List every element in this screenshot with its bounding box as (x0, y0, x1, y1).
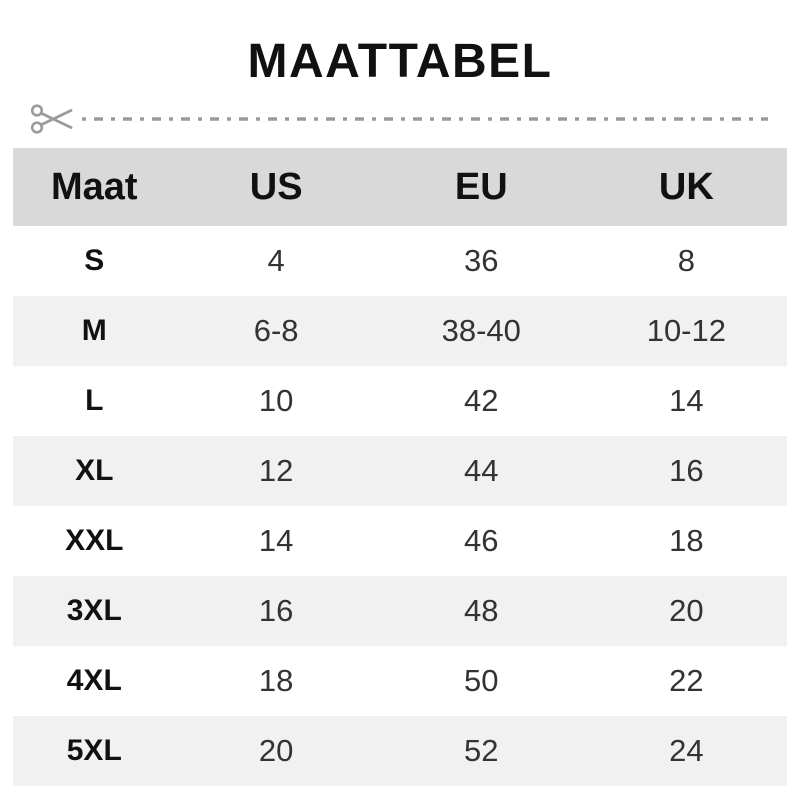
uk-value: 10-12 (646, 313, 726, 348)
uk-value: 8 (677, 243, 695, 278)
table-row-xxl: XXL 14 46 18 (13, 506, 787, 576)
table-row-m: M 6-8 38-40 10-12 (13, 296, 787, 366)
header-cell-eu: EU (454, 165, 508, 208)
size-label: 4XL (66, 664, 122, 697)
cut-line (30, 100, 768, 138)
dashed-cut-line (82, 117, 768, 121)
size-label: L (85, 384, 104, 417)
eu-value: 52 (464, 733, 499, 768)
uk-value: 20 (669, 593, 704, 628)
eu-value: 46 (464, 523, 499, 558)
table-row-xl: XL 12 44 16 (13, 436, 787, 506)
size-label: 3XL (66, 594, 122, 627)
eu-value: 50 (464, 663, 499, 698)
table-row-3xl: 3XL 16 48 20 (13, 576, 787, 646)
us-value: 12 (258, 453, 294, 488)
size-label: XL (75, 454, 114, 487)
table-row-4xl: 4XL 18 50 22 (13, 646, 787, 716)
table-row-5xl: 5XL 20 52 24 (13, 716, 787, 786)
us-value: 18 (258, 663, 294, 698)
size-label: M (81, 314, 107, 347)
us-value: 6-8 (253, 313, 299, 348)
us-value: 4 (267, 243, 285, 278)
size-label: XXL (65, 524, 124, 557)
eu-value: 44 (464, 453, 499, 488)
eu-value: 36 (464, 243, 499, 278)
uk-value: 22 (669, 663, 704, 698)
uk-value: 18 (669, 523, 704, 558)
us-value: 14 (258, 523, 294, 558)
eu-value: 48 (464, 593, 499, 628)
table-header-row: Maat US EU UK (13, 148, 787, 226)
eu-value: 42 (464, 383, 499, 418)
uk-value: 24 (669, 733, 704, 768)
us-value: 10 (258, 383, 294, 418)
header-cell-maat: Maat (50, 165, 138, 208)
table-row-l: L 10 42 14 (13, 366, 787, 436)
us-value: 16 (258, 593, 294, 628)
uk-value: 16 (669, 453, 704, 488)
eu-value: 38-40 (441, 313, 521, 348)
header-cell-uk: UK (658, 165, 714, 208)
page-title: MAATTABEL (247, 35, 553, 88)
size-label: 5XL (66, 734, 122, 767)
header-cell-us: US (249, 165, 303, 208)
us-value: 20 (258, 733, 294, 768)
size-label: S (84, 244, 105, 277)
scissors-icon (30, 104, 73, 134)
uk-value: 14 (669, 383, 704, 418)
size-table: Maat US EU UK S 4 36 8 M 6-8 38-40 10-12… (13, 148, 787, 786)
table-row-s: S 4 36 8 (13, 226, 787, 296)
